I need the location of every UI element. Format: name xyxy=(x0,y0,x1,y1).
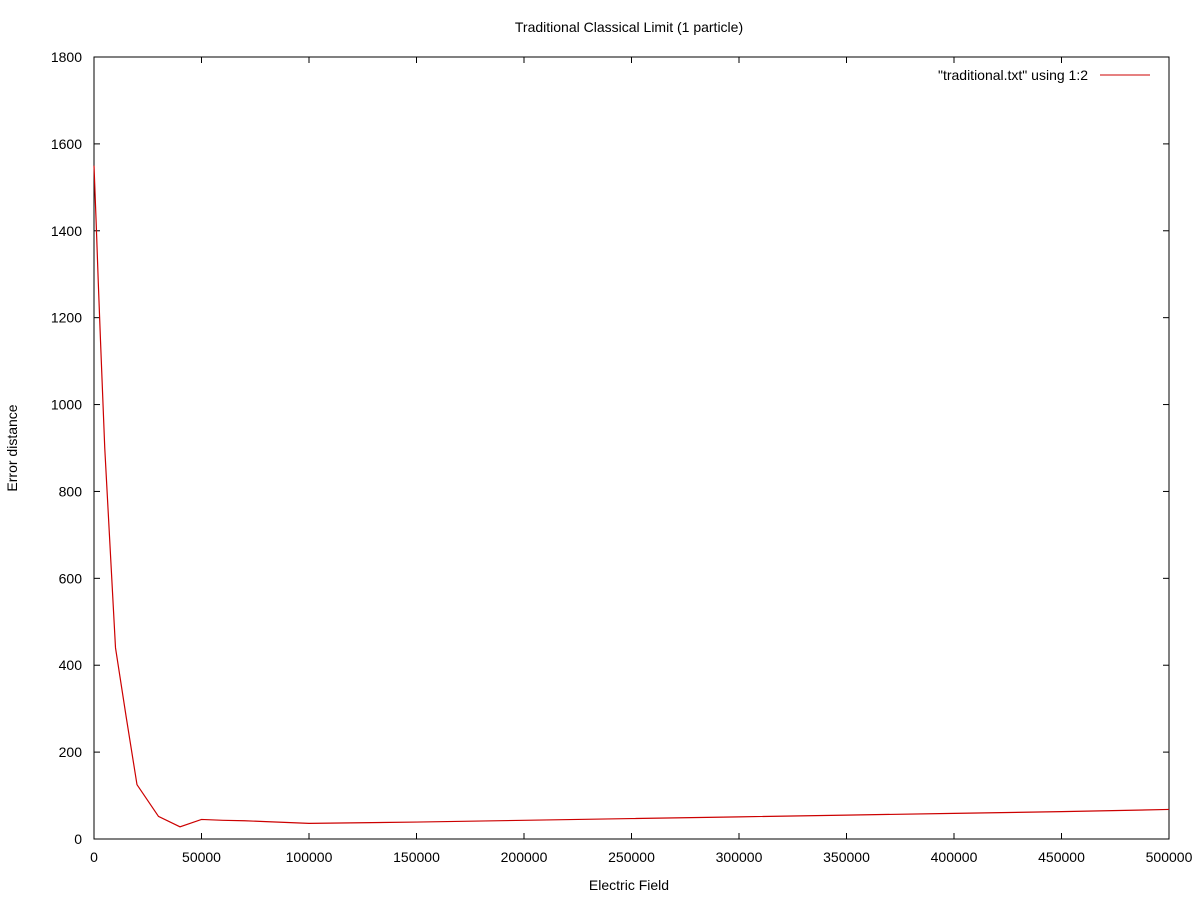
legend: "traditional.txt" using 1:2 xyxy=(938,67,1150,83)
series-line xyxy=(93,165,1170,828)
y-tick-label: 400 xyxy=(59,657,83,673)
chart-title: Traditional Classical Limit (1 particle) xyxy=(515,19,743,35)
y-axis-label: Error distance xyxy=(4,404,20,491)
x-tick-label: 250000 xyxy=(608,849,655,865)
x-tick-label: 50000 xyxy=(182,849,221,865)
legend-label: "traditional.txt" using 1:2 xyxy=(938,67,1088,83)
y-tick-label: 1200 xyxy=(51,310,82,326)
x-tick-label: 300000 xyxy=(716,849,763,865)
x-axis-label: Electric Field xyxy=(589,877,669,893)
y-tick-label: 1800 xyxy=(51,49,82,65)
x-tick-label: 200000 xyxy=(501,849,548,865)
x-tick-label: 450000 xyxy=(1038,849,1085,865)
y-tick-label: 1400 xyxy=(51,223,82,239)
x-tick-label: 0 xyxy=(90,849,98,865)
x-tick-label: 400000 xyxy=(931,849,978,865)
y-tick-label: 800 xyxy=(59,483,83,499)
y-tick-label: 600 xyxy=(59,570,83,586)
x-axis-ticks: 0 50000 100000 150000 200000 250000 300000 3500… xyxy=(90,57,1193,865)
x-tick-label: 350000 xyxy=(823,849,870,865)
plot-frame xyxy=(93,56,1170,840)
x-tick-label: 150000 xyxy=(393,849,440,865)
y-tick-label: 0 xyxy=(74,831,82,847)
y-axis-ticks: 0 200 400 600 800 1000 1200 1400 1600 1800 xyxy=(51,49,1169,847)
y-tick-label: 1000 xyxy=(51,397,82,413)
y-tick-label: 1600 xyxy=(51,136,82,152)
series-layer xyxy=(93,165,1170,828)
y-tick-label: 200 xyxy=(59,744,83,760)
x-tick-label: 100000 xyxy=(286,849,333,865)
x-tick-label: 500000 xyxy=(1146,849,1193,865)
